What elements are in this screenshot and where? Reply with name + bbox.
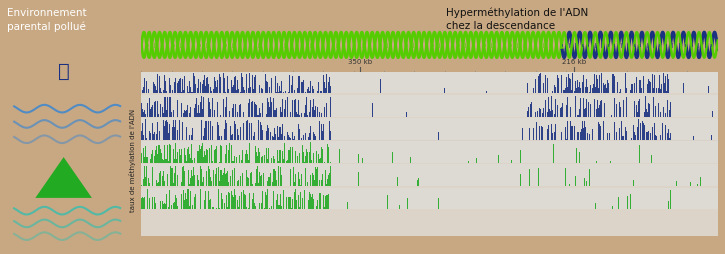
Text: taux de méthylation de l'ADN: taux de méthylation de l'ADN bbox=[128, 109, 136, 211]
Text: 350 kb: 350 kb bbox=[348, 59, 373, 65]
Text: 216 kb: 216 kb bbox=[562, 59, 586, 65]
Bar bbox=[141, 79, 718, 236]
Polygon shape bbox=[36, 157, 92, 198]
Text: 💀: 💀 bbox=[58, 62, 70, 81]
Text: Environnement
parental pollué: Environnement parental pollué bbox=[7, 8, 87, 31]
Text: Hyperméthylation de l'ADN
chez la descendance: Hyperméthylation de l'ADN chez la descen… bbox=[446, 8, 588, 31]
